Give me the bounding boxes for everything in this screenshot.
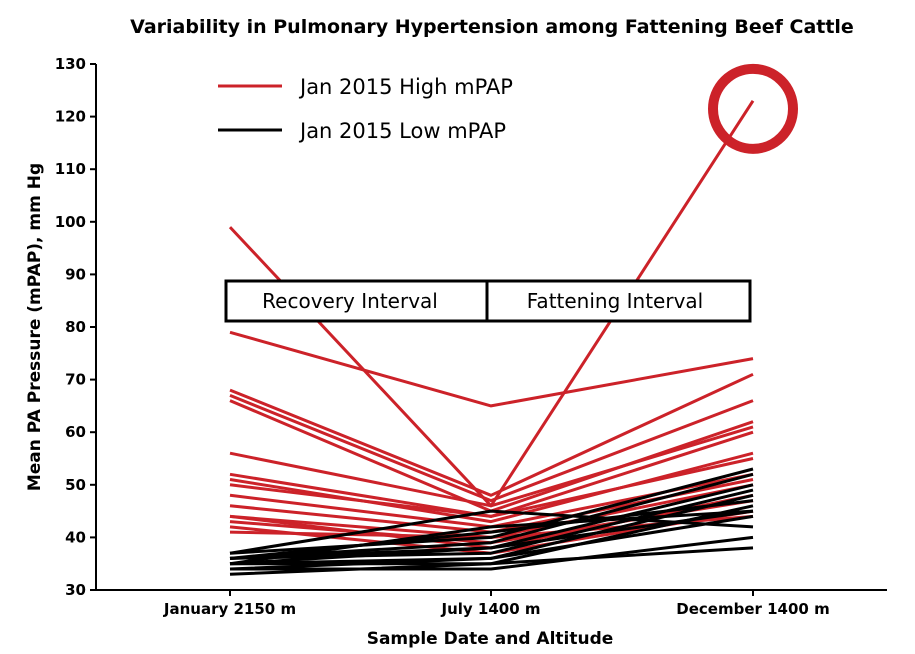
series-line-low-16	[229, 509, 754, 555]
chart-title: Variability in Pulmonary Hypertension am…	[130, 16, 854, 38]
y-tick-label: 50	[65, 476, 86, 494]
y-tick-label: 40	[65, 528, 86, 546]
series-line-low-24	[229, 514, 754, 571]
fattening-interval-label: Fattening Interval	[527, 289, 703, 313]
series-line-high-8	[229, 457, 754, 518]
x-axis-title: Sample Date and Altitude	[367, 629, 614, 649]
series-line-low-26	[229, 546, 754, 576]
legend: Jan 2015 High mPAP Jan 2015 Low mPAP	[218, 75, 513, 143]
axes: 30 40 50 60 70 80 90 100 110 120 130 January 2150 …	[55, 55, 887, 618]
x-ticks: January 2150 m July 1400 m December 1400 m	[163, 590, 830, 618]
y-tick-label: 30	[65, 581, 86, 599]
series-line-low-25	[230, 535, 754, 571]
series-line-high-7	[229, 451, 754, 524]
series-line-high-3	[229, 394, 754, 503]
x-tick-label: January 2150 m	[163, 600, 296, 618]
y-tick-label: 80	[65, 318, 86, 336]
y-tick-label: 100	[55, 213, 86, 231]
y-tick-label: 60	[65, 423, 86, 441]
y-axis-title: Mean PA Pressure (mPAP), mm Hg	[25, 163, 45, 491]
series-line-low-17	[229, 467, 754, 555]
y-tick-label: 70	[65, 371, 86, 389]
recovery-interval-label: Recovery Interval	[262, 289, 438, 313]
x-tick-label: July 1400 m	[440, 600, 540, 618]
series-layer	[228, 99, 755, 576]
interval-boxes: Recovery Interval Fattening Interval	[224, 279, 752, 323]
y-tick-label: 120	[55, 108, 86, 126]
series-line-high-2	[229, 372, 754, 497]
legend-label-low: Jan 2015 Low mPAP	[298, 119, 506, 143]
series-line-high-5	[229, 425, 754, 508]
series-line-low-27	[229, 499, 754, 560]
x-tick-label: December 1400 m	[676, 600, 829, 618]
series-line-low-23	[229, 509, 754, 566]
series-line-high-1	[229, 330, 754, 408]
y-tick-label: 90	[65, 265, 86, 283]
y-tick-label: 130	[55, 55, 86, 73]
y-ticks: 30 40 50 60 70 80 90 100 110 120 130	[55, 55, 96, 599]
series-line-low-18	[229, 472, 754, 560]
fattening-interval-box	[485, 279, 752, 323]
highlight-circle	[708, 63, 798, 154]
y-tick-label: 110	[55, 160, 86, 178]
recovery-interval-box	[224, 279, 489, 323]
legend-label-high: Jan 2015 High mPAP	[298, 75, 513, 99]
series-line-low-28	[229, 509, 754, 566]
